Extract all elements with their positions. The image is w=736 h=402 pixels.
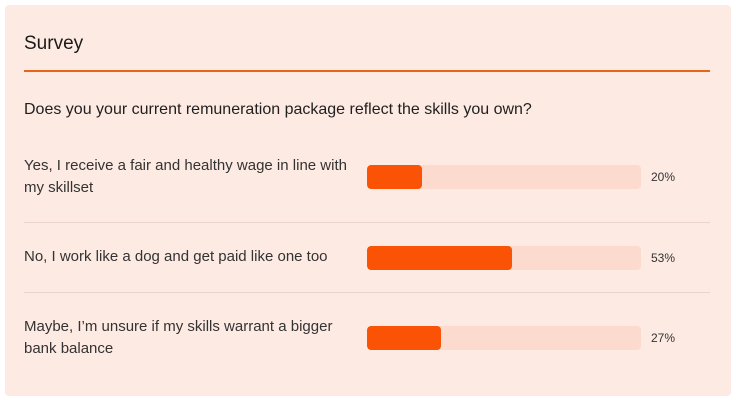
survey-question: Does you your current remuneration packa… [24, 101, 532, 118]
result-bar-fill [367, 246, 513, 270]
survey-title: Survey [24, 33, 84, 54]
option-percent: 20% [651, 170, 676, 184]
option-label: Maybe, I’m unsure if my skills warrant a… [24, 318, 333, 357]
option-divider [24, 222, 710, 223]
title-divider [24, 70, 710, 72]
result-bar-track [367, 246, 641, 270]
survey-card: Survey Does you your current remuneratio… [5, 5, 731, 396]
option-percent: 53% [651, 251, 676, 265]
result-bar-fill [367, 326, 441, 350]
option-percent: 27% [651, 331, 676, 345]
survey-option-2[interactable]: No, I work like a dog and get paid like … [24, 246, 710, 276]
result-bar-fill [367, 165, 422, 189]
survey-option-3[interactable]: Maybe, I’m unsure if my skills warrant a… [24, 316, 710, 376]
option-divider [24, 292, 710, 293]
option-label: No, I work like a dog and get paid like … [24, 248, 328, 265]
result-bar-track [367, 326, 641, 350]
survey-option-1[interactable]: Yes, I receive a fair and healthy wage i… [24, 155, 710, 215]
option-label: Yes, I receive a fair and healthy wage i… [24, 157, 347, 196]
result-bar-track [367, 165, 641, 189]
